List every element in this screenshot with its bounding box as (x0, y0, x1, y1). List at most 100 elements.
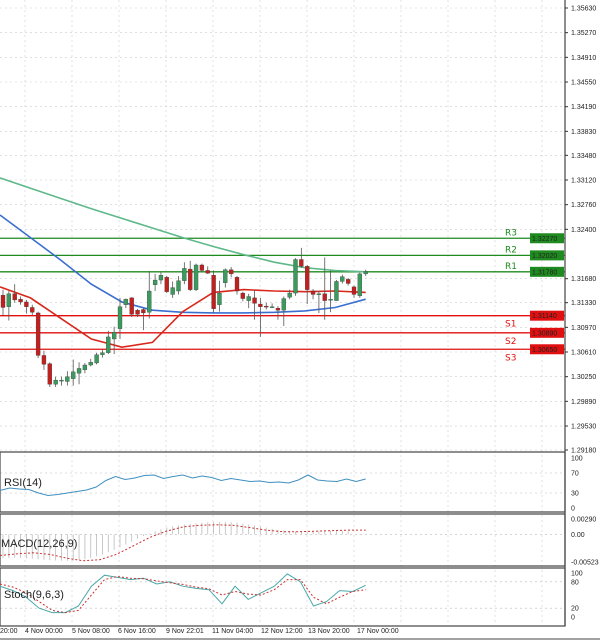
bullish-candle (328, 270, 333, 313)
macd-title: MACD(12,26,9) (1, 538, 77, 550)
bearish-candle (305, 264, 310, 305)
candle-body (24, 301, 29, 307)
bullish-candle (65, 371, 70, 386)
bullish-candle (123, 298, 128, 309)
bearish-candle (258, 297, 263, 337)
bullish-candle (71, 359, 76, 386)
bearish-candle (30, 304, 35, 316)
bearish-candle (35, 311, 41, 359)
price-tick-label: 1.35630 (571, 6, 596, 13)
bullish-candle (357, 272, 363, 298)
candle-body (310, 290, 316, 295)
candle-body (234, 277, 240, 292)
bullish-candle (59, 376, 64, 386)
bullish-candle (316, 291, 322, 313)
candle-body (35, 312, 41, 356)
bullish-candle (53, 376, 58, 387)
indicator-tick-label: 0 (571, 506, 575, 513)
candle-body (258, 303, 263, 307)
bullish-candle (281, 296, 286, 326)
indicator-panes (0, 0, 566, 627)
candle-body (164, 277, 169, 292)
level-price-tags: 1.32270 1.32020 1.31780 1.31140 1.30890 1.306… (530, 233, 564, 355)
candle-body (0, 294, 6, 308)
indicator-tick-label: 70 (571, 471, 579, 478)
level-price-tag (530, 250, 564, 261)
candle-body (363, 271, 368, 275)
bearish-candle (228, 267, 234, 278)
candle-body (316, 293, 322, 295)
level-price-label: 1.32020 (532, 253, 557, 260)
bullish-candle (112, 326, 117, 355)
candle-body (135, 310, 140, 315)
level-price-label: 1.30650 (532, 347, 557, 354)
candle-body (299, 259, 304, 267)
time-tick-label: 12 Nov 12:00 (261, 628, 303, 635)
bearish-candle (240, 291, 246, 302)
price-tick-label: 1.35270 (571, 30, 596, 37)
bearish-candle (0, 289, 6, 316)
indicator-tick-label: 0.00 (571, 532, 585, 539)
level-price-tag (530, 233, 564, 244)
bearish-candle (234, 275, 240, 295)
rsi-line (0, 474, 366, 497)
time-tick-label: 5 Nov 08:00 (72, 628, 110, 635)
candle-body (305, 266, 310, 290)
stoch-title: Stoch(9,6,3) (4, 589, 64, 601)
bullish-candle (82, 362, 88, 374)
bullish-candle (76, 362, 82, 385)
candle-body (351, 286, 357, 295)
moving-average-line (0, 286, 366, 349)
macd-signal-line (0, 524, 366, 562)
bullish-candle (287, 289, 292, 300)
candle-body (112, 331, 117, 340)
bullish-candle (293, 258, 298, 296)
candle-body (12, 293, 17, 301)
level-name-r2: R2 (505, 245, 517, 255)
candle-body (345, 279, 351, 284)
price-tick-label: 1.29530 (571, 424, 596, 431)
bearish-candle (252, 290, 257, 320)
bullish-candle (117, 297, 123, 339)
candle-body (129, 297, 134, 315)
candle-body (71, 371, 76, 379)
level-price-tag (530, 327, 564, 338)
candle-body (53, 379, 58, 385)
candle-body (76, 368, 82, 374)
candle-body (123, 299, 128, 305)
price-tick-label: 1.34190 (571, 104, 596, 111)
bearish-candle (18, 296, 23, 305)
rsi-title: RSI(14) (4, 477, 42, 489)
time-tick-label: 17 Nov 00:00 (357, 628, 399, 635)
indicator-tick-label: 100 (571, 456, 583, 463)
bullish-candle (94, 352, 99, 365)
candle-body (252, 297, 257, 304)
bearish-candle (345, 277, 351, 286)
price-tick-label: 1.33480 (571, 153, 596, 160)
level-name-r1: R1 (505, 262, 517, 272)
candle-body (275, 307, 281, 311)
candle-body (228, 269, 234, 275)
bullish-candle (363, 269, 368, 276)
candle-body (94, 354, 99, 364)
candle-body (41, 355, 47, 365)
candle-body (158, 275, 164, 281)
price-tick-label: 1.34910 (571, 55, 596, 62)
candle-body (293, 259, 298, 294)
bearish-candle (205, 266, 210, 274)
indicator-tick-label: 20 (571, 606, 579, 613)
moving-averages (0, 177, 366, 349)
bullish-candle (217, 280, 222, 312)
bullish-candle (100, 349, 105, 358)
bullish-candle (152, 273, 158, 292)
level-name-s3: S3 (505, 353, 516, 363)
candle-body (287, 292, 292, 298)
bullish-candle (170, 281, 175, 298)
bullish-candle (223, 268, 228, 288)
bearish-candle (264, 302, 269, 310)
price-tick-label: 1.29180 (571, 448, 596, 455)
candle-body (322, 293, 327, 301)
bullish-candle (147, 271, 152, 319)
price-tick-label: 1.33120 (571, 178, 596, 185)
